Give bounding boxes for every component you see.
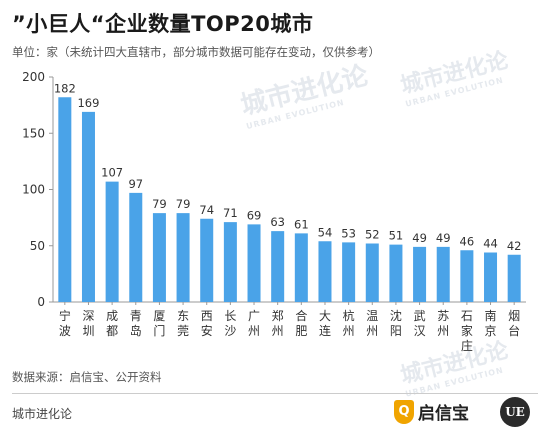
bar xyxy=(223,222,237,302)
chart-title: ”小巨人“企业数量TOP20城市 xyxy=(12,12,314,36)
x-tick-label: 温州 xyxy=(366,309,378,338)
y-tick-label: 100 xyxy=(22,183,45,197)
data-label: 169 xyxy=(77,96,99,110)
bar xyxy=(507,254,521,302)
x-tick-label: 南京 xyxy=(485,308,497,338)
data-label: 63 xyxy=(270,215,285,229)
chart-subtitle: 单位：家（未统计四大直辖市，部分城市数据可能存在变动，仅供参考） xyxy=(12,45,380,59)
data-label: 79 xyxy=(152,197,167,211)
data-source: 数据来源：启信宝、公开资料 xyxy=(12,370,162,384)
bar xyxy=(200,218,214,302)
footer-divider xyxy=(12,393,538,394)
x-tick-label: 石家庄 xyxy=(461,309,473,353)
data-label: 97 xyxy=(128,177,143,191)
bar xyxy=(294,233,308,302)
x-tick-label: 厦门 xyxy=(153,309,165,338)
data-label: 52 xyxy=(365,228,380,242)
brand-logo: Q 启信宝 xyxy=(394,399,469,424)
x-tick-label: 长沙 xyxy=(224,309,236,338)
data-label: 107 xyxy=(101,166,123,180)
x-tick-label: 大连 xyxy=(319,309,331,338)
data-label: 49 xyxy=(436,231,451,245)
data-label: 51 xyxy=(389,229,404,243)
y-tick-label: 150 xyxy=(22,126,45,140)
bar xyxy=(389,244,403,302)
x-tick-label: 郑州 xyxy=(272,308,284,338)
bar xyxy=(176,213,190,302)
bar xyxy=(484,252,498,302)
bar xyxy=(129,192,143,302)
x-tick-label: 杭州 xyxy=(343,308,355,338)
bar xyxy=(318,241,332,302)
brand-name: 启信宝 xyxy=(418,404,469,424)
y-tick-label: 0 xyxy=(37,295,45,309)
x-tick-label: 青岛 xyxy=(130,309,142,338)
bar xyxy=(365,243,379,302)
x-tick-label: 东莞 xyxy=(177,309,189,338)
shield-icon: Q xyxy=(394,399,414,424)
data-label: 71 xyxy=(223,206,238,220)
data-label: 61 xyxy=(294,217,309,231)
bar xyxy=(342,242,356,302)
data-label: 42 xyxy=(507,239,522,253)
x-tick-label: 苏州 xyxy=(437,309,449,338)
x-tick-label: 西安 xyxy=(201,309,213,338)
data-label: 79 xyxy=(176,197,191,211)
x-tick-label: 宁波 xyxy=(59,308,71,338)
bar xyxy=(271,231,285,302)
x-tick-label: 合肥 xyxy=(295,308,307,338)
x-tick-label: 武汉 xyxy=(414,309,426,338)
bar xyxy=(247,224,261,302)
x-tick-label: 沈阳 xyxy=(390,308,402,338)
badge-logo: UE xyxy=(500,397,530,427)
data-label: 53 xyxy=(341,226,356,240)
bar xyxy=(152,213,166,302)
bar xyxy=(413,246,427,302)
data-label: 182 xyxy=(54,81,76,95)
bar-chart: 0 50 100 150 200 182 宁波 169 深圳 107 成都 97 青岛 79 厦门 79 东莞 7… xyxy=(22,70,526,353)
data-label: 46 xyxy=(460,234,475,248)
bar xyxy=(460,250,474,302)
bar xyxy=(58,97,72,302)
data-label: 74 xyxy=(199,203,214,217)
x-tick-label: 成都 xyxy=(106,309,118,338)
data-label: 49 xyxy=(412,231,427,245)
footer-publisher: 城市进化论 xyxy=(12,407,73,421)
bar xyxy=(81,111,95,302)
x-tick-label: 深圳 xyxy=(82,309,94,338)
y-tick-label: 50 xyxy=(30,239,45,253)
x-tick-label: 广州 xyxy=(248,309,260,338)
data-label: 44 xyxy=(483,237,498,251)
x-tick-label: 烟台 xyxy=(508,309,520,338)
data-label: 69 xyxy=(247,208,262,222)
bar xyxy=(436,246,450,302)
y-tick-label: 200 xyxy=(22,70,45,84)
data-label: 54 xyxy=(318,225,333,239)
bar xyxy=(105,181,119,302)
